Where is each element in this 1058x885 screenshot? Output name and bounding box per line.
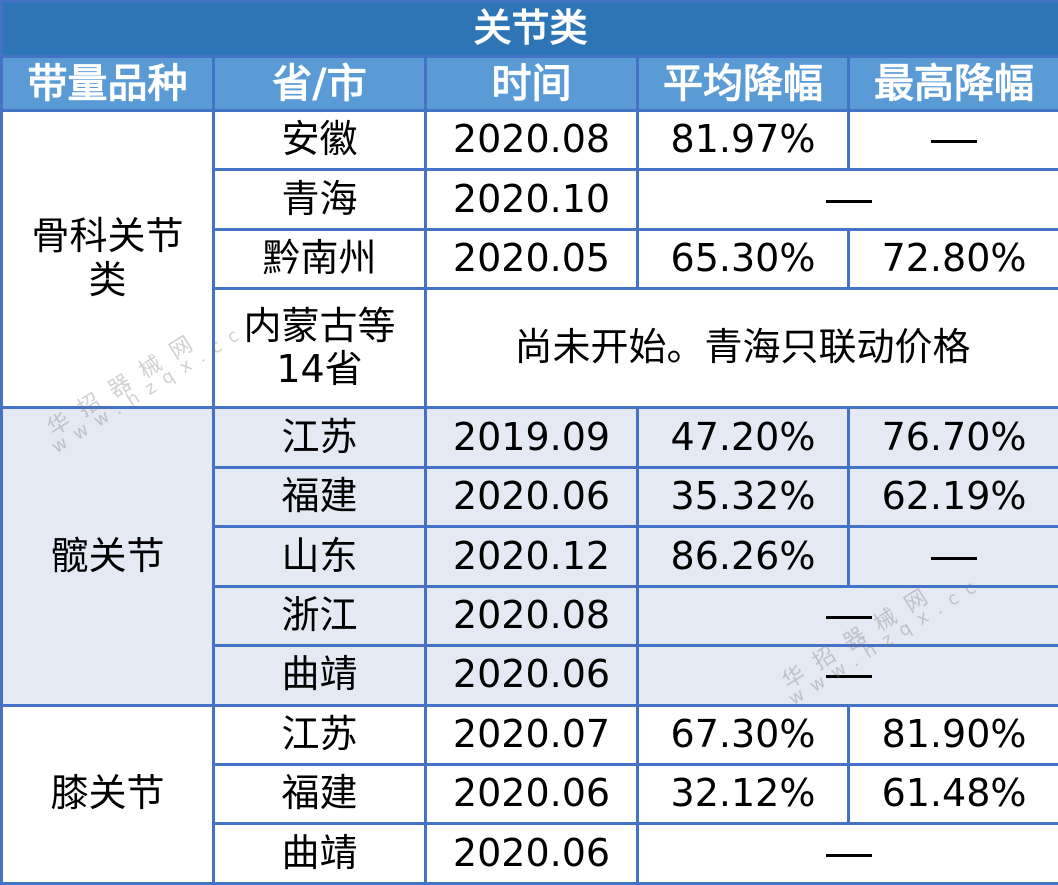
- time-cell: 2020.08: [424, 108, 639, 172]
- header-avg-drop: 平均降幅: [636, 55, 850, 112]
- time-cell: 2020.07: [424, 703, 639, 767]
- table-row: 黔南州 2020.05 65.30% 72.80%: [2, 227, 1058, 291]
- dash-mark: [825, 616, 872, 619]
- header-province: 省/市: [212, 55, 427, 112]
- table-row: 浙江 2020.08: [2, 584, 1058, 648]
- province-cell: 浙江: [212, 584, 427, 648]
- avg-drop-cell: 32.12%: [636, 763, 850, 826]
- table-row: 福建 2020.06 35.32% 62.19%: [2, 465, 1058, 529]
- dash-mark: [931, 140, 978, 144]
- category-cell: 髋关节: [0, 406, 215, 707]
- time-cell: 2019.09: [424, 406, 639, 469]
- header-time: 时间: [424, 55, 639, 112]
- table-row: 膝关节 江苏 2020.07 67.30% 81.90%: [0, 703, 1058, 885]
- table-row: 山东 2020.12 86.26%: [2, 525, 1058, 588]
- max-drop-cell: [846, 108, 1058, 172]
- avg-drop-cell: 67.30%: [636, 703, 850, 767]
- time-cell: 2020.06: [424, 644, 639, 707]
- table-row: 骨科关节类 安徽 2020.08 81.97%: [0, 108, 1058, 410]
- time-cell: 2020.10: [424, 168, 639, 231]
- dash-mark: [825, 853, 872, 857]
- province-cell: 福建: [212, 763, 427, 826]
- province-cell: 青海: [212, 168, 427, 231]
- time-cell: 2020.06: [424, 465, 639, 529]
- province-cell: 曲靖: [212, 822, 427, 885]
- table-row: 曲靖 2020.06: [2, 644, 1058, 707]
- avg-drop-cell: 86.26%: [636, 525, 850, 588]
- table-row: 福建 2020.06 32.12% 61.48%: [2, 763, 1058, 826]
- dash-mark: [825, 199, 872, 203]
- header-category: 带量品种: [0, 55, 215, 112]
- max-drop-cell: 62.19%: [846, 465, 1058, 529]
- merged-drop-cell: [635, 822, 1058, 885]
- table-row: 青海 2020.10: [2, 168, 1058, 231]
- table-title: 关节类: [0, 0, 1058, 59]
- time-cell: 2020.06: [424, 822, 639, 885]
- avg-drop-cell: 65.30%: [636, 227, 850, 291]
- table-row: 髋关节 江苏 2019.09 47.20% 76.70%: [0, 406, 1058, 707]
- max-drop-cell: 81.90%: [846, 703, 1058, 767]
- merged-drop-cell: [635, 644, 1058, 707]
- merged-drop-cell: [635, 584, 1058, 648]
- max-drop-cell: 61.48%: [846, 763, 1058, 826]
- merged-drop-cell: [635, 168, 1058, 231]
- max-drop-cell: 72.80%: [846, 227, 1058, 291]
- province-cell: 内蒙古等14省: [212, 287, 427, 410]
- header-row: 带量品种 省/市 时间 平均降幅 最高降幅: [0, 55, 1058, 112]
- category-cell: 骨科关节类: [0, 108, 215, 410]
- time-cell: 2020.12: [424, 525, 639, 588]
- time-cell: 2020.06: [424, 763, 639, 826]
- province-cell: 江苏: [212, 703, 427, 767]
- table-row: 曲靖 2020.06: [2, 822, 1058, 885]
- title-row: 关节类: [0, 0, 1058, 59]
- province-cell: 福建: [212, 465, 427, 529]
- merged-note-cell: 尚未开始。青海只联动价格: [423, 287, 1058, 410]
- table-row: 内蒙古等14省 尚未开始。青海只联动价格: [2, 287, 1058, 410]
- province-cell: 江苏: [212, 406, 427, 469]
- time-cell: 2020.05: [424, 227, 639, 291]
- time-cell: 2020.08: [424, 584, 639, 648]
- avg-drop-cell: 35.32%: [636, 465, 850, 529]
- max-drop-cell: [846, 525, 1058, 588]
- category-cell: 膝关节: [0, 703, 215, 885]
- dash-mark: [931, 556, 978, 560]
- avg-drop-cell: 81.97%: [636, 108, 850, 172]
- avg-drop-cell: 47.20%: [636, 406, 850, 469]
- max-drop-cell: 76.70%: [846, 406, 1058, 469]
- header-max-drop: 最高降幅: [846, 55, 1058, 112]
- province-cell: 曲靖: [212, 644, 427, 707]
- province-cell: 黔南州: [212, 227, 427, 291]
- province-cell: 山东: [212, 525, 427, 588]
- dash-mark: [825, 675, 872, 679]
- province-cell: 安徽: [212, 108, 427, 172]
